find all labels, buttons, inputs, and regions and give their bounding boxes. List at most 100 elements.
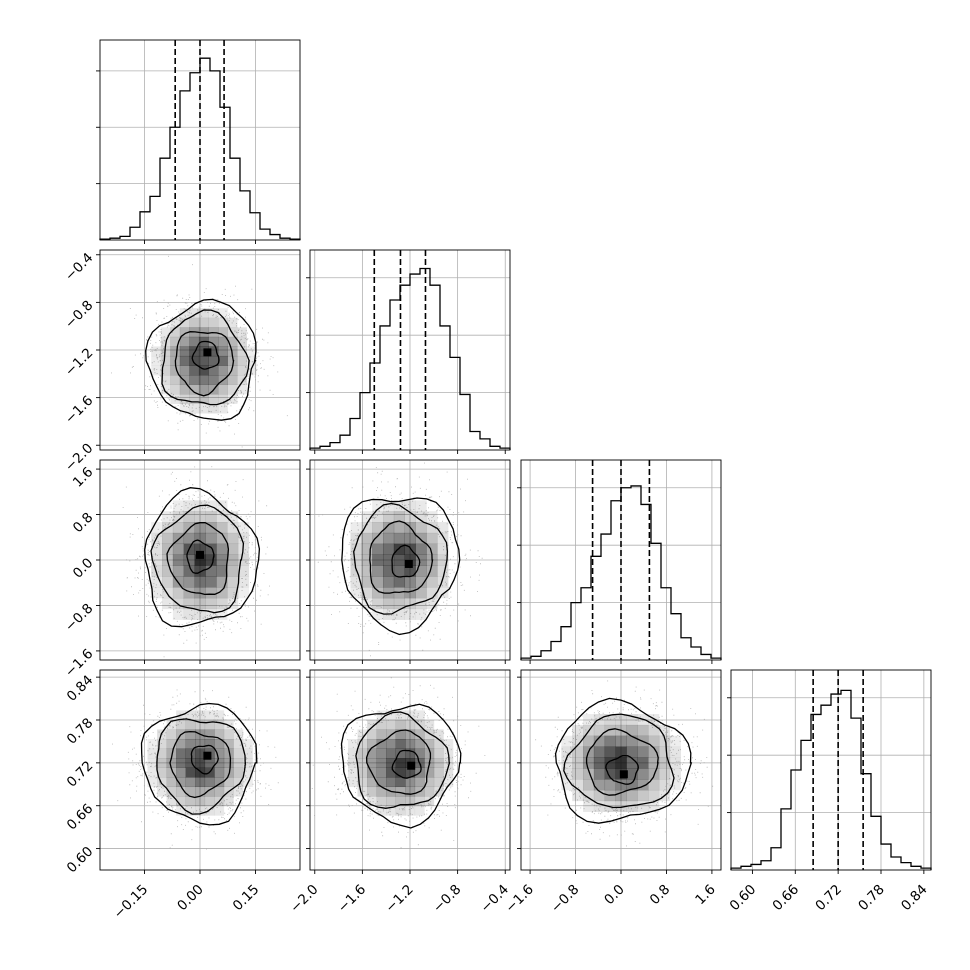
density-cell [395,767,406,778]
density-cell [227,384,238,395]
density-cell [357,777,368,788]
density-cell [179,336,190,347]
density-cell [198,355,209,366]
density-cell [583,735,595,747]
density-cell [195,719,206,730]
density-cell [179,403,190,414]
density-cell [189,355,200,366]
density-cell [372,608,384,620]
density-cell [604,768,616,780]
density-cell [433,738,444,749]
density-cell [189,336,200,347]
density-cell [604,714,616,726]
density-cell [637,779,649,791]
density-cell [179,375,190,385]
density-cell [637,800,649,812]
density-peak [407,761,416,770]
density-cell [185,729,196,740]
density-cell [572,735,584,747]
density-cell [205,522,217,534]
contour-level [144,487,261,628]
density-cell [195,738,206,749]
density-cell [395,738,406,749]
density-cell [214,748,225,759]
density-cell [162,511,174,523]
density-cell [350,576,362,588]
density-cell [216,511,228,523]
density-cell [205,565,217,577]
density-cell [205,587,217,599]
density-cell [395,796,406,807]
density-cell [176,796,186,807]
density-cell [404,511,416,523]
density-cell [405,805,416,816]
density-cell [437,576,449,588]
y-tick-label: 0.8 [70,510,97,537]
density-cell [237,346,247,357]
density-cell [172,543,185,555]
density-cell [227,336,238,347]
contour-level [341,497,461,636]
density-cell [183,565,195,577]
y-tick-label: −0.8 [62,601,96,635]
density-cell [583,779,595,791]
density-cell [347,767,358,778]
density-cell [216,565,228,577]
density-cell [669,735,681,747]
density-cell [208,375,219,385]
density-cell [172,511,185,523]
density-cell [572,768,584,780]
x-tick-label: 0.84 [898,882,931,915]
density-cell [160,384,171,395]
density-cell [361,565,373,577]
density-cell [194,608,206,620]
density-cell [593,746,606,758]
density-cell [572,757,584,769]
density-cell [372,511,384,523]
density-cell [593,768,606,780]
density-cell [386,748,397,759]
density-cell [433,748,444,759]
density-cell [437,554,449,566]
density-cell [205,576,217,588]
density-cell [204,777,215,788]
density-cell [415,500,427,512]
density-cell [176,786,186,797]
density-cell [583,757,595,769]
density-cell [227,522,239,534]
density-cell [615,714,627,726]
panel-frame [730,669,932,871]
density-cell [223,796,234,807]
density-cell [214,777,225,788]
x-tick-label: −0.4 [478,882,512,916]
contour-level [355,711,451,809]
density-cell [386,758,397,768]
density-cell [157,777,167,788]
density-cell [424,786,435,797]
density-cell [372,554,384,566]
density-cell [223,729,234,740]
density-cell [189,317,200,328]
density-cell [658,724,671,737]
density-cell [357,758,368,768]
density-cell [637,724,649,737]
density-cell [626,735,638,747]
density-cell [393,532,406,545]
density-cell [198,384,209,395]
density-cell [223,748,234,759]
density-cell [218,403,228,414]
density-cell [405,796,416,807]
density-cell [214,729,225,740]
density-cell [395,719,406,730]
density-cell [404,500,416,512]
density-cell [395,748,406,759]
density-cell [405,748,416,759]
density-cell [561,768,573,780]
density-cell [426,576,438,588]
density-cell [233,767,244,778]
density-cell [443,758,454,768]
density-cell [204,758,215,768]
density-cell [183,500,195,512]
density-cell [648,757,660,769]
density-cell [179,394,190,404]
